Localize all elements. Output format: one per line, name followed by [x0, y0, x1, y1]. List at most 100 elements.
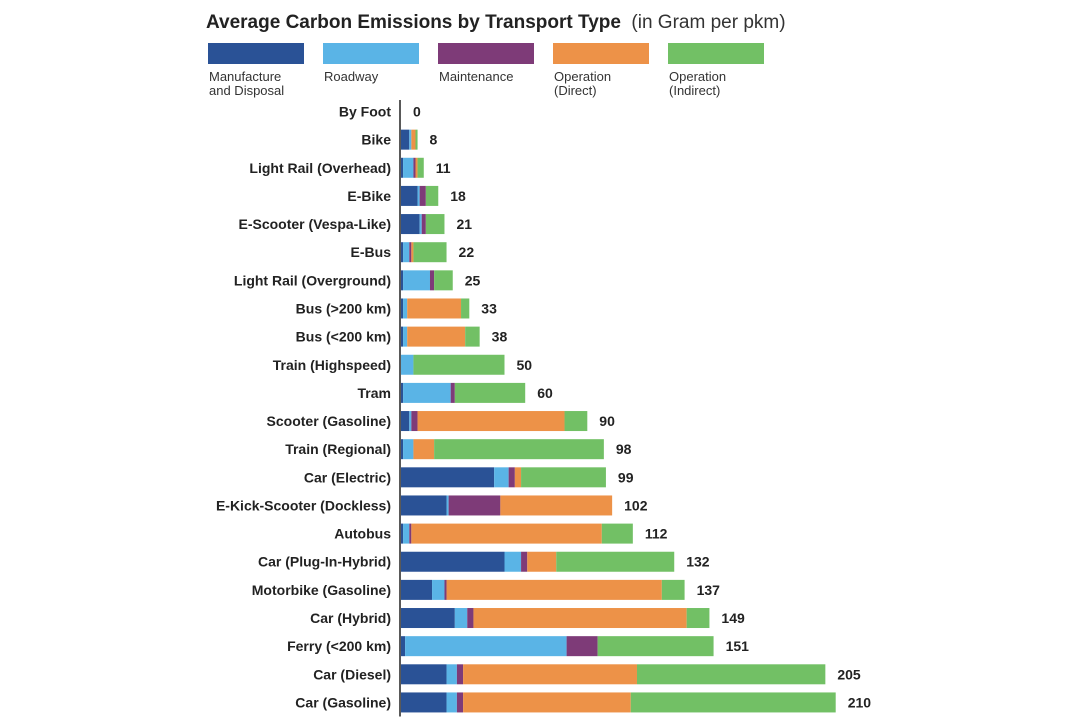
bar-segment-operation-direct	[463, 692, 631, 713]
bar-segment-operation-direct	[411, 129, 416, 150]
legend-swatch-manufacture-and-disposal	[208, 43, 304, 64]
bar-segment-operation-indirect	[601, 523, 633, 544]
bar-segment-roadway	[409, 129, 412, 150]
bar-segment-operation-indirect	[636, 664, 826, 685]
value-label: 132	[686, 554, 710, 570]
bar-row-motorbike-gasoline: Motorbike (Gasoline) 137	[252, 579, 720, 600]
bar-segment-roadway	[403, 382, 451, 403]
bar-row-train-regional: Train (Regional) 98	[285, 439, 632, 460]
bar-segment-maintenance	[444, 579, 447, 600]
bar-segment-operation-direct	[407, 298, 462, 319]
bars-group: By Foot 0 Bike 8 Light Rail (Overhead) 11 E-Bi…	[216, 104, 871, 713]
bar-segment-roadway	[403, 298, 408, 319]
bar-segment-operation-direct	[413, 439, 435, 460]
bar-segment-manufacture-and-disposal	[401, 608, 455, 629]
bar-segment-manufacture-and-disposal	[401, 185, 418, 206]
bar-segment-manufacture-and-disposal	[401, 157, 404, 178]
category-label: Bike	[361, 132, 391, 148]
value-label: 50	[517, 357, 533, 373]
category-label: By Foot	[339, 104, 391, 120]
bar-segment-roadway	[401, 354, 414, 375]
bar-segment-maintenance	[456, 664, 464, 685]
value-label: 90	[599, 413, 615, 429]
bar-segment-manufacture-and-disposal	[401, 411, 410, 432]
bar-segment-roadway	[446, 692, 457, 713]
bar-row-light-rail-overhead: Light Rail (Overhead) 11	[249, 157, 451, 178]
bar-segment-roadway	[405, 636, 567, 657]
category-label: E-Bus	[351, 244, 392, 260]
bar-segment-operation-direct	[417, 411, 565, 432]
value-label: 22	[459, 244, 475, 260]
bar-segment-manufacture-and-disposal	[401, 636, 406, 657]
value-label: 38	[492, 329, 508, 345]
bar-segment-operation-indirect	[454, 382, 526, 403]
value-label: 0	[413, 104, 421, 120]
bar-segment-operation-indirect	[461, 298, 470, 319]
legend-label-operation-direct-1: (Direct)	[554, 83, 597, 98]
bar-row-bus-200-km: Bus (>200 km) 33	[296, 298, 497, 319]
category-label: Car (Gasoline)	[295, 694, 391, 710]
bar-segment-roadway	[446, 664, 457, 685]
bar-row-ferry-200-km: Ferry (<200 km) 151	[287, 636, 749, 657]
bar-segment-roadway	[403, 439, 414, 460]
bar-segment-roadway	[417, 185, 420, 206]
bar-row-e-kick-scooter-dockless: E-Kick-Scooter (Dockless) 102	[216, 495, 648, 516]
bar-row-by-foot: By Foot 0	[339, 104, 421, 120]
bar-segment-operation-direct	[411, 242, 414, 263]
bar-segment-maintenance	[456, 692, 464, 713]
legend-swatch-operation-indirect	[668, 43, 764, 64]
bar-segment-maintenance	[411, 411, 418, 432]
legend-label-operation-direct-0: Operation	[554, 69, 611, 84]
bar-segment-manufacture-and-disposal	[401, 523, 404, 544]
bar-row-car-diesel: Car (Diesel) 205	[313, 664, 861, 685]
value-label: 102	[624, 497, 648, 513]
value-label: 205	[837, 666, 861, 682]
value-label: 98	[616, 441, 632, 457]
bar-segment-manufacture-and-disposal	[401, 439, 404, 460]
bar-segment-operation-indirect	[413, 242, 447, 263]
chart-title: Average Carbon Emissions by Transport Ty…	[206, 12, 786, 33]
bar-row-car-hybrid: Car (Hybrid) 149	[310, 608, 745, 629]
bar-row-light-rail-overground: Light Rail (Overground) 25	[234, 270, 481, 291]
bar-segment-roadway	[403, 242, 410, 263]
bar-segment-roadway	[494, 467, 509, 488]
bar-row-train-highspeed: Train (Highspeed) 50	[273, 354, 533, 375]
bar-segment-operation-direct	[473, 608, 687, 629]
bar-segment-operation-indirect	[564, 411, 588, 432]
bar-segment-operation-direct	[527, 551, 557, 572]
legend-swatch-roadway	[323, 43, 419, 64]
bar-segment-operation-indirect	[521, 467, 606, 488]
bar-segment-operation-indirect	[686, 608, 710, 629]
category-label: Car (Electric)	[304, 469, 391, 485]
category-label: Car (Plug-In-Hybrid)	[258, 554, 391, 570]
bar-segment-operation-indirect	[556, 551, 675, 572]
bar-segment-operation-direct	[514, 467, 522, 488]
bar-segment-maintenance	[508, 467, 515, 488]
value-label: 18	[450, 188, 466, 204]
bar-segment-operation-direct	[463, 664, 637, 685]
bar-segment-operation-direct	[411, 523, 602, 544]
bar-segment-maintenance	[467, 608, 474, 629]
bar-segment-operation-indirect	[630, 692, 836, 713]
bar-segment-operation-indirect	[597, 636, 714, 657]
bar-segment-roadway	[403, 523, 410, 544]
bar-segment-roadway	[409, 411, 412, 432]
value-label: 149	[721, 610, 745, 626]
bar-row-car-plug-in-hybrid: Car (Plug-In-Hybrid) 132	[258, 551, 710, 572]
bar-segment-roadway	[403, 326, 408, 347]
bar-segment-operation-indirect	[425, 185, 439, 206]
bar-segment-operation-indirect	[434, 439, 604, 460]
legend-label-roadway-0: Roadway	[324, 69, 379, 84]
bar-segment-manufacture-and-disposal	[401, 129, 410, 150]
bar-segment-manufacture-and-disposal	[401, 664, 447, 685]
category-label: Car (Hybrid)	[310, 610, 391, 626]
bar-row-scooter-gasoline: Scooter (Gasoline) 90	[267, 411, 615, 432]
bar-segment-manufacture-and-disposal	[401, 270, 404, 291]
bar-segment-maintenance	[450, 382, 455, 403]
bar-row-car-gasoline: Car (Gasoline) 210	[295, 692, 871, 713]
bar-segment-operation-indirect	[415, 129, 418, 150]
category-label: Tram	[358, 385, 391, 401]
bar-segment-manufacture-and-disposal	[401, 551, 505, 572]
category-label: Ferry (<200 km)	[287, 638, 391, 654]
